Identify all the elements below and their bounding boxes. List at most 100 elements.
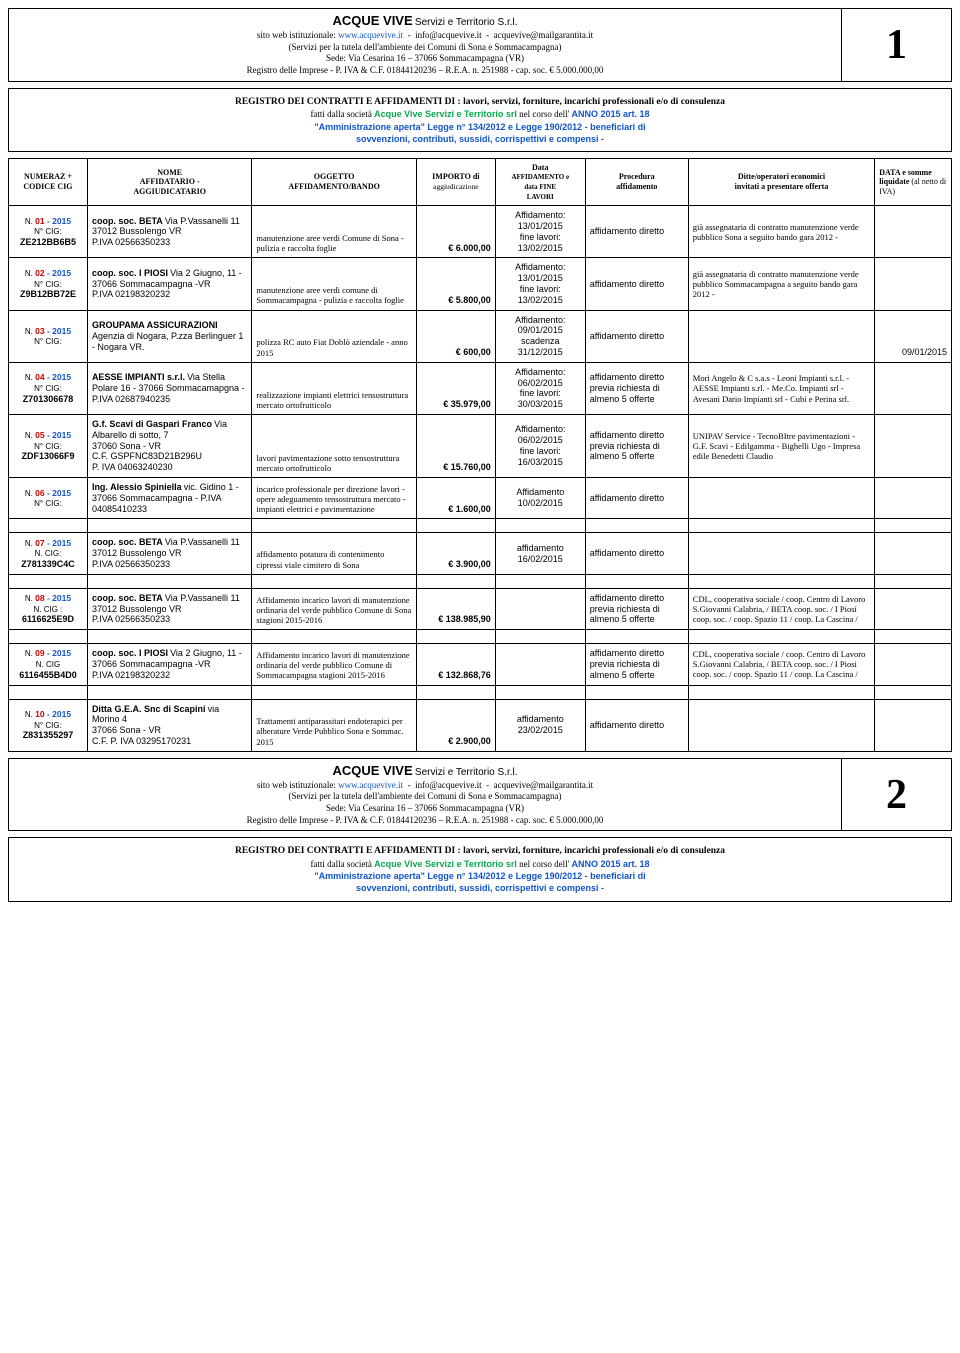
cell-importo: € 3.900,00	[416, 533, 495, 574]
cell-nome: G.f. Scavi di Gaspari Franco Via Albarel…	[87, 415, 251, 478]
cell-nome: Ing. Alessio Spiniella vic. Gidino 1 - 3…	[87, 477, 251, 518]
cell-data: Affidamento:13/01/2015fine lavori:13/02/…	[495, 206, 585, 258]
cell-data: affidamento16/02/2015	[495, 533, 585, 574]
table-row: N. 10 - 2015N° CIG:Z831355297Ditta G.E.A…	[9, 699, 952, 751]
cell-num: N. 02 - 2015N° CIG:Z9B12BB72E	[9, 258, 88, 310]
cell-ditte: CDL, cooperativa sociale / coop. Centro …	[688, 588, 874, 629]
cell-num: N. 09 - 2015N. CIG6116455B4D0	[9, 644, 88, 685]
header-info-2: ACQUE VIVE Servizi e Territorio S.r.l. s…	[9, 759, 841, 831]
header-registro-imprese: Registro delle Imprese - P. IVA & C.F. 0…	[247, 65, 604, 75]
cell-data: Affidamento:09/01/2015scadenza31/12/2015	[495, 310, 585, 362]
table-row: N. 08 - 2015N. CIG :6116625E9Dcoop. soc.…	[9, 588, 952, 629]
cell-importo: € 6.000,00	[416, 206, 495, 258]
col-procedura: Procedura affidamento	[585, 158, 688, 205]
cell-procedura: affidamento diretto	[585, 533, 688, 574]
cell-importo: € 1.600,00	[416, 477, 495, 518]
col-data: Data AFFIDAMENTO e data FINE LAVORI	[495, 158, 585, 205]
table-row: N. 01 - 2015N° CIG:ZE212BB6B5coop. soc. …	[9, 206, 952, 258]
cell-num: N. 08 - 2015N. CIG :6116625E9D	[9, 588, 88, 629]
header-site-line: sito web istituzionale: www.acquevive.it…	[257, 30, 593, 40]
cell-data: affidamento23/02/2015	[495, 699, 585, 751]
company-sub: Servizi e Territorio S.r.l.	[415, 17, 518, 28]
cell-data	[495, 644, 585, 685]
cell-nome: coop. soc. I PIOSI Via 2 Giugno, 11 - 37…	[87, 258, 251, 310]
cell-somme	[875, 362, 952, 414]
table-row: N. 04 - 2015N° CIG:Z701306678AESSE IMPIA…	[9, 362, 952, 414]
cell-somme	[875, 699, 952, 751]
cell-oggetto: manutenzione aree verdi Comune di Sona -…	[252, 206, 416, 258]
cell-importo: € 15.760,00	[416, 415, 495, 478]
cell-ditte	[688, 310, 874, 362]
cell-num: N. 10 - 2015N° CIG:Z831355297	[9, 699, 88, 751]
col-importo: IMPORTO di aggiudicazione	[416, 158, 495, 205]
spacer-row	[9, 519, 952, 533]
cell-procedura: affidamento diretto	[585, 477, 688, 518]
registro-title: REGISTRO DEI CONTRATTI E AFFIDAMENTI DI …	[235, 97, 725, 107]
spacer-row	[9, 574, 952, 588]
cell-nome: coop. soc. I PIOSI Via 2 Giugno, 11 - 37…	[87, 644, 251, 685]
cell-ditte	[688, 477, 874, 518]
cell-num: N. 03 - 2015N° CIG:	[9, 310, 88, 362]
cell-somme	[875, 477, 952, 518]
cell-num: N. 06 - 2015N° CIG:	[9, 477, 88, 518]
company-name: ACQUE VIVE	[332, 13, 412, 28]
page-number-1: 1	[841, 9, 951, 81]
cell-somme: 09/01/2015	[875, 310, 952, 362]
cell-oggetto: lavori pavimentazione sotto tensostruttu…	[252, 415, 416, 478]
col-somme: DATA e somme liquidate (al netto di IVA)	[875, 158, 952, 205]
cell-ditte: Mori Angelo & C s.a.s - Leoni Impianti s…	[688, 362, 874, 414]
cell-num: N. 07 - 2015N. CIG:Z781339C4C	[9, 533, 88, 574]
cell-procedura: affidamento diretto previa richiesta di …	[585, 644, 688, 685]
cell-nome: coop. soc. BETA Via P.Vassanelli 1137012…	[87, 206, 251, 258]
col-numeraz: NUMERAZ + CODICE CIG	[9, 158, 88, 205]
page-header-1: ACQUE VIVE Servizi e Territorio S.r.l. s…	[8, 8, 952, 82]
cell-procedura: affidamento diretto	[585, 310, 688, 362]
cell-ditte	[688, 533, 874, 574]
cell-nome: coop. soc. BETA Via P.Vassanelli 1137012…	[87, 533, 251, 574]
cell-oggetto: manutenzione aree verdi comune di Sommac…	[252, 258, 416, 310]
cell-nome: Ditta G.E.A. Snc di Scapini via Morino 4…	[87, 699, 251, 751]
cell-data: Affidamento:06/02/2015fine lavori:30/03/…	[495, 362, 585, 414]
registro-box-2: REGISTRO DEI CONTRATTI E AFFIDAMENTI DI …	[8, 837, 952, 901]
cell-ditte: UNIPAV Service - TecnoBItre pavimentazio…	[688, 415, 874, 478]
cell-procedura: affidamento diretto	[585, 206, 688, 258]
cell-procedura: affidamento diretto	[585, 699, 688, 751]
cell-importo: € 600,00	[416, 310, 495, 362]
contracts-table: NUMERAZ + CODICE CIG NOME AFFIDATARIO - …	[8, 158, 952, 752]
cell-ditte: CDL, cooperativa sociale / coop. Centro …	[688, 644, 874, 685]
cell-importo: € 2.900,00	[416, 699, 495, 751]
cell-importo: € 138.985,90	[416, 588, 495, 629]
table-row: N. 05 - 2015N° CIG:ZDF13066F9G.f. Scavi …	[9, 415, 952, 478]
header-servizi: (Servizi per la tutela dell'ambiente dei…	[288, 42, 561, 52]
cell-oggetto: Affidamento incarico lavori di manutenzi…	[252, 588, 416, 629]
table-row: N. 06 - 2015N° CIG:Ing. Alessio Spiniell…	[9, 477, 952, 518]
cell-importo: € 132.868,76	[416, 644, 495, 685]
cell-importo: € 35.979,00	[416, 362, 495, 414]
cell-procedura: affidamento diretto previa richiesta di …	[585, 362, 688, 414]
header-info: ACQUE VIVE Servizi e Territorio S.r.l. s…	[9, 9, 841, 81]
spacer-row	[9, 685, 952, 699]
header-sede: Sede: Via Cesarina 16 – 37066 Sommacampa…	[326, 53, 524, 63]
cell-ditte: già assegnataria di contratto manutenzio…	[688, 206, 874, 258]
cell-importo: € 5.800,00	[416, 258, 495, 310]
cell-oggetto: incarico professionale per direzione lav…	[252, 477, 416, 518]
cell-data: Affidamento:13/01/2015fine lavori:13/02/…	[495, 258, 585, 310]
table-row: N. 09 - 2015N. CIG6116455B4D0coop. soc. …	[9, 644, 952, 685]
law-1: "Amministrazione aperta" Legge n° 134/20…	[314, 122, 645, 132]
cell-data: Affidamento10/02/2015	[495, 477, 585, 518]
spacer-row	[9, 630, 952, 644]
cell-somme	[875, 258, 952, 310]
cell-nome: coop. soc. BETA Via P.Vassanelli 1137012…	[87, 588, 251, 629]
cell-procedura: affidamento diretto previa richiesta di …	[585, 588, 688, 629]
table-row: N. 07 - 2015N. CIG:Z781339C4Ccoop. soc. …	[9, 533, 952, 574]
cell-nome: AESSE IMPIANTI s.r.l. Via Stella Polare …	[87, 362, 251, 414]
cell-num: N. 05 - 2015N° CIG:ZDF13066F9	[9, 415, 88, 478]
cell-ditte	[688, 699, 874, 751]
cell-oggetto: affidamento potatura di contenimento cip…	[252, 533, 416, 574]
cell-somme	[875, 206, 952, 258]
page-header-2: ACQUE VIVE Servizi e Territorio S.r.l. s…	[8, 758, 952, 832]
table-row: N. 03 - 2015N° CIG:GROUPAMA ASSICURAZION…	[9, 310, 952, 362]
table-row: N. 02 - 2015N° CIG:Z9B12BB72Ecoop. soc. …	[9, 258, 952, 310]
table-header: NUMERAZ + CODICE CIG NOME AFFIDATARIO - …	[9, 158, 952, 205]
cell-somme	[875, 533, 952, 574]
